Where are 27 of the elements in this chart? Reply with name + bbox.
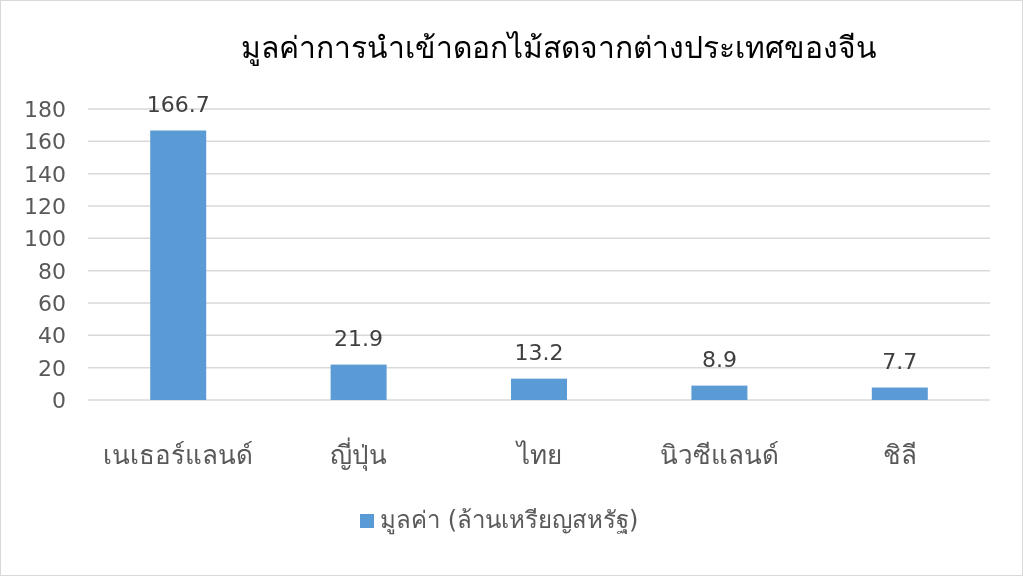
chart-title: มูลค่าการนำเข้าดอกไม้สดจากต่างประเทศของจีน [241, 30, 877, 66]
y-tick-label: 80 [38, 258, 66, 284]
bar [691, 385, 748, 400]
x-tick-label: ชิลี [882, 440, 917, 470]
data-label: 166.7 [146, 91, 210, 117]
y-tick-label: 40 [38, 323, 66, 349]
y-tick-label: 60 [38, 291, 66, 316]
bar [871, 387, 928, 400]
x-tick-label: นิวซีแลนด์ [659, 440, 779, 470]
y-tick-label: 120 [24, 194, 66, 219]
y-tick-label: 100 [24, 226, 66, 252]
x-tick-label: เนเธอร์แลนด์ [103, 440, 254, 470]
x-tick-label: ญี่ปุ่น [330, 437, 388, 471]
bar [511, 378, 567, 400]
bar [330, 364, 387, 400]
y-tick-label: 180 [24, 97, 66, 122]
data-label: 7.7 [882, 348, 918, 374]
bar [150, 130, 207, 400]
legend-label: มูลค่า (ล้านเหรียญสหรัฐ) [380, 506, 639, 535]
y-tick-label: 160 [24, 129, 66, 155]
data-label: 8.9 [701, 346, 737, 372]
y-tick-label: 140 [24, 161, 66, 187]
x-tick-label: ไทย [514, 440, 562, 470]
data-label: 21.9 [334, 325, 384, 351]
y-tick-label: 0 [52, 388, 66, 413]
y-tick-label: 20 [38, 355, 66, 381]
data-label: 13.2 [514, 339, 564, 365]
